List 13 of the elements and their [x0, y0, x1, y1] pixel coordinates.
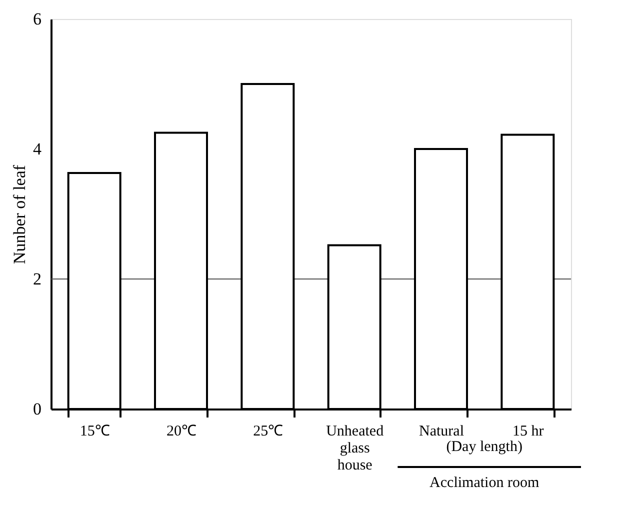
y-tick-label: 2 [33, 270, 42, 288]
x-tick-label: 15℃ [80, 424, 110, 440]
x-tick-label: 20℃ [166, 424, 196, 440]
y-axis-title: Nunber of leaf [10, 164, 29, 264]
y-tick-label: 0 [33, 400, 42, 418]
x-tick-label: 15 hr [512, 424, 544, 440]
y-tick-label: 4 [33, 140, 42, 158]
x-tick-label: Unheated glass house [326, 424, 384, 474]
x-tick-label: Natural [419, 424, 464, 440]
text: Acclimation room [430, 475, 540, 491]
y-tick-label: 6 [33, 10, 42, 28]
x-tick-label: 25℃ [253, 424, 284, 440]
text: (Day length) [446, 439, 522, 455]
